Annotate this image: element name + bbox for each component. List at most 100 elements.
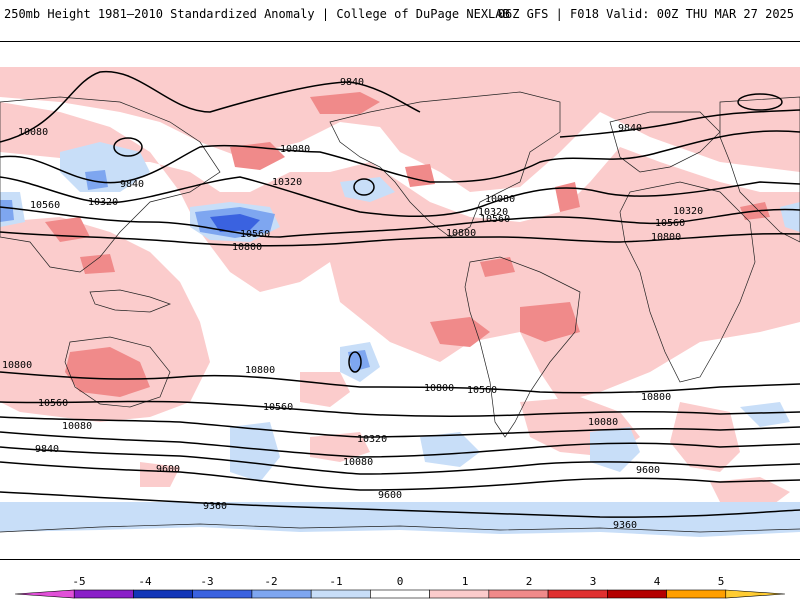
colorbar-tick: -3 (200, 575, 213, 588)
world-map: 9840 9840 9840 9840 10080 10080 10080 10… (0, 67, 800, 537)
positive-anomaly-core (65, 347, 150, 397)
asia-outline (0, 96, 221, 273)
colorbar-tick: -4 (138, 575, 152, 588)
contour-label: 10560 (263, 402, 293, 413)
negative-anomaly-core (348, 350, 370, 372)
indonesia-outline (89, 289, 171, 313)
contour-label: 9840 (618, 123, 642, 134)
colorbar-swatch (725, 589, 786, 599)
contour-label: 10800 (651, 232, 681, 243)
contour-9360-south (0, 491, 800, 518)
closed-contour-high (737, 93, 783, 111)
contour-label: 10320 (272, 177, 302, 188)
contour-label: 10560 (480, 214, 510, 225)
contour-10560-south (0, 400, 800, 417)
colorbar-swatch (488, 589, 549, 599)
positive-anomaly-region (0, 67, 800, 192)
contour-label: 9840 (35, 444, 59, 455)
height-contours (0, 70, 800, 518)
positive-anomaly-region (670, 402, 740, 472)
coastline-layer (0, 91, 800, 533)
contour-label: 10800 (232, 242, 262, 253)
contour-label: 10560 (467, 385, 497, 396)
negative-anomaly-region (230, 422, 280, 482)
colorbar-swatch (192, 589, 253, 599)
colorbar-swatch (547, 589, 608, 599)
negative-anomaly-region (60, 142, 150, 192)
contour-label: 10080 (485, 194, 515, 205)
closed-contour-low (348, 351, 362, 373)
contour-label: 10080 (18, 127, 48, 138)
colorbar-tick: 0 (397, 575, 404, 588)
colorbar-tick: -5 (72, 575, 85, 588)
colorbar-tick: 2 (526, 575, 533, 588)
closed-contour-low (113, 137, 143, 157)
negative-anomaly-region (740, 402, 790, 427)
colorbar-tick-labels: -5 -4 -3 -2 -1 0 1 2 3 4 5 (72, 575, 724, 588)
contour-label-layer: 9840 9840 9840 9840 10080 10080 10080 10… (2, 77, 703, 531)
contour-9840-south (0, 446, 800, 475)
colorbar-swatch (310, 589, 371, 599)
contour-9600-south (0, 461, 800, 491)
positive-anomaly-core (80, 254, 115, 274)
contour-label: 10080 (62, 421, 92, 432)
antarctica-outline (0, 523, 800, 533)
positive-anomaly-region (140, 462, 180, 487)
contour-label: 10320 (478, 207, 508, 218)
positive-anomaly-region (710, 477, 790, 507)
positive-anomaly-core (555, 182, 580, 212)
colorbar-tick: 4 (654, 575, 661, 588)
negative-anomaly-core (0, 200, 14, 222)
contour-label: 10800 (2, 360, 32, 371)
contour-label: 10560 (655, 218, 685, 229)
colorbar-swatch (251, 589, 312, 599)
positive-anomaly-core (430, 317, 490, 347)
colorbar-tick: -2 (264, 575, 277, 588)
contour-label: 9840 (120, 179, 144, 190)
colorbar-tick: -1 (329, 575, 342, 588)
positive-anomaly-core (405, 164, 435, 187)
closed-contour-low (353, 178, 375, 196)
contour-label: 9600 (378, 490, 402, 501)
contour-10320-north (0, 176, 800, 217)
negative-anomaly-region (0, 502, 800, 537)
colorbar-swatch (73, 589, 134, 599)
contour-label: 9600 (636, 465, 660, 476)
model-run-info: 06Z GFS | F018 Valid: 00Z THU MAR 27 202… (497, 7, 794, 21)
strong-anomaly-layer (0, 92, 770, 397)
contour-10320-south (0, 416, 800, 438)
positive-anomaly-core (480, 257, 515, 277)
negative-anomaly-region (340, 177, 395, 202)
contour-10800-north (0, 231, 800, 247)
contour-label: 10800 (641, 392, 671, 403)
contour-label: 10080 (280, 144, 310, 155)
contour-label: 9600 (156, 464, 180, 475)
colorbar-swatch (14, 589, 75, 599)
colorbar-tick: 3 (590, 575, 597, 588)
colorbar-swatch (370, 589, 430, 599)
map-title: 250mb Height 1981–2010 Standardized Anom… (4, 7, 510, 21)
contour-label: 9840 (340, 77, 364, 88)
contour-9840-north (0, 70, 421, 143)
contour-10800-south (0, 371, 800, 394)
negative-anomaly-core (85, 170, 108, 190)
africa-outline (619, 181, 756, 383)
colorbar-swatch (133, 589, 193, 599)
negative-anomaly-region (590, 427, 640, 472)
positive-anomaly-region (0, 217, 210, 422)
colorbar-tick: 1 (462, 575, 469, 588)
map-header: 250mb Height 1981–2010 Standardized Anom… (0, 0, 800, 32)
contour-label: 10320 (357, 434, 387, 445)
colorbar-swatch (607, 589, 667, 599)
contour-label: 10320 (88, 197, 118, 208)
contour-9840-east (559, 109, 800, 138)
contour-label: 10800 (446, 228, 476, 239)
positive-anomaly-core (520, 302, 580, 342)
contour-10080-north (0, 130, 800, 184)
positive-anomaly-region (0, 102, 800, 402)
anomaly-fill-layer (0, 67, 800, 507)
colorbar-svg: -5 -4 -3 -2 -1 0 1 2 3 4 5 (14, 575, 786, 599)
contour-label: 10320 (673, 206, 703, 217)
anomaly-colorbar: -5 -4 -3 -2 -1 0 1 2 3 4 5 (0, 570, 800, 600)
contour-label: 10080 (343, 457, 373, 468)
